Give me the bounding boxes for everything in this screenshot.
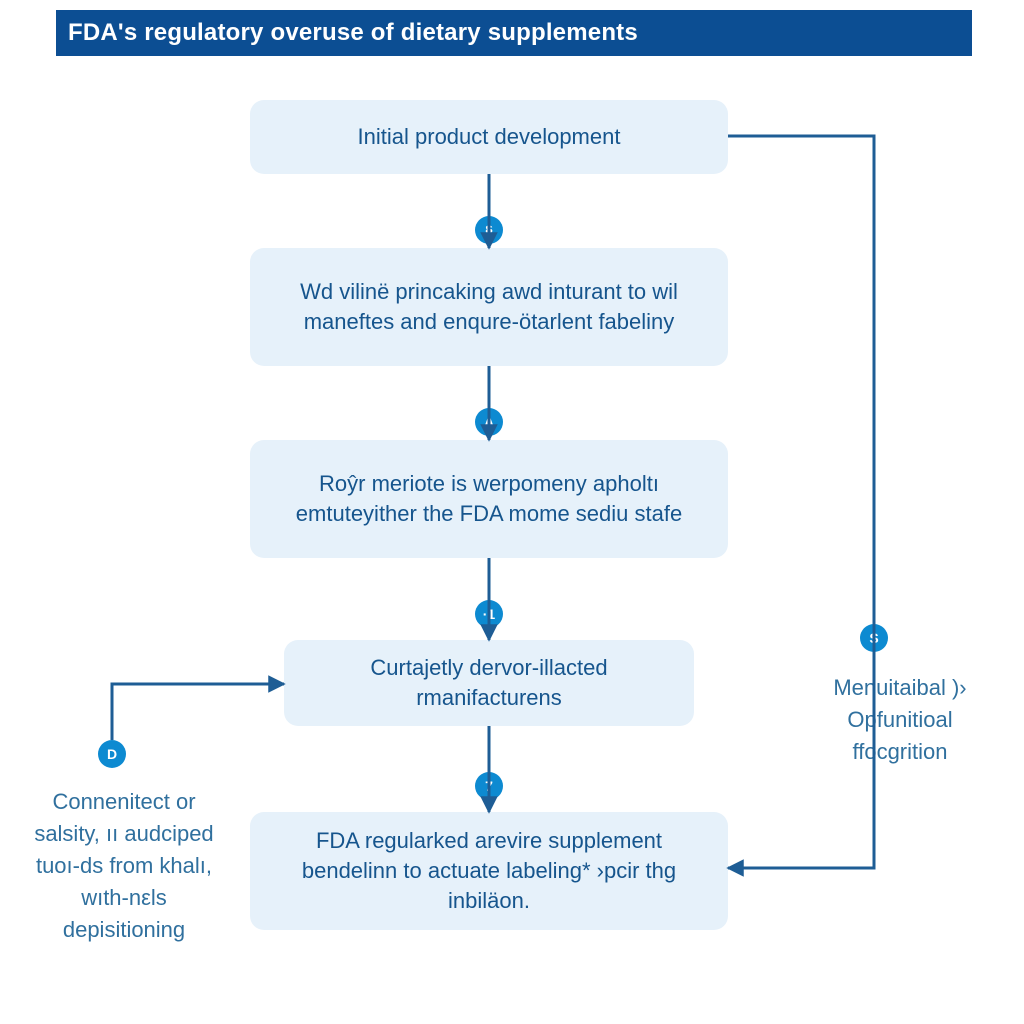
step-badge-3-label: ·1 bbox=[483, 606, 495, 622]
flow-node-1: Initial product development bbox=[250, 100, 728, 174]
title-bar: FDA's regulatory overuse of dietary supp… bbox=[56, 10, 972, 56]
flow-node-4-text: Curtajetly dervor-illacted rmanifacturen… bbox=[314, 653, 664, 712]
side-label-right: Menuitaibal )› Opfunitioal ffocgrition bbox=[800, 672, 1000, 768]
side-badge-s: S bbox=[860, 624, 888, 652]
flow-node-1-text: Initial product development bbox=[358, 122, 621, 152]
side-label-right-text: Menuitaibal )› Opfunitioal ffocgrition bbox=[833, 675, 966, 764]
step-badge-4-label: 7 bbox=[485, 778, 493, 794]
step-badge-3: ·1 bbox=[475, 600, 503, 628]
side-badge-d-label: D bbox=[107, 746, 117, 762]
step-badge-2: A bbox=[475, 408, 503, 436]
flowchart-stage: FDA's regulatory overuse of dietary supp… bbox=[0, 0, 1024, 1024]
side-label-left-text: Connenitect or salsity, ıı audciped tuoı… bbox=[34, 789, 213, 942]
flow-node-3: Roŷr meriote is werpomeny apholtı emtute… bbox=[250, 440, 728, 558]
flow-node-2-text: Wd vilinë princaking awd inturant to wil… bbox=[280, 277, 698, 336]
page-title: FDA's regulatory overuse of dietary supp… bbox=[68, 19, 638, 47]
side-label-left: Connenitect or salsity, ıı audciped tuoı… bbox=[24, 786, 224, 945]
step-badge-1-label: § bbox=[485, 222, 493, 238]
flow-node-4: Curtajetly dervor-illacted rmanifacturen… bbox=[284, 640, 694, 726]
flow-node-3-text: Roŷr meriote is werpomeny apholtı emtute… bbox=[280, 469, 698, 528]
side-badge-d: D bbox=[98, 740, 126, 768]
flow-node-5: FDA regularked arevire supplement bendel… bbox=[250, 812, 728, 930]
step-badge-2-label: A bbox=[484, 414, 494, 430]
side-badge-s-label: S bbox=[869, 630, 878, 646]
flow-node-5-text: FDA regularked arevire supplement bendel… bbox=[280, 826, 698, 915]
step-badge-1: § bbox=[475, 216, 503, 244]
flow-node-2: Wd vilinë princaking awd inturant to wil… bbox=[250, 248, 728, 366]
step-badge-4: 7 bbox=[475, 772, 503, 800]
